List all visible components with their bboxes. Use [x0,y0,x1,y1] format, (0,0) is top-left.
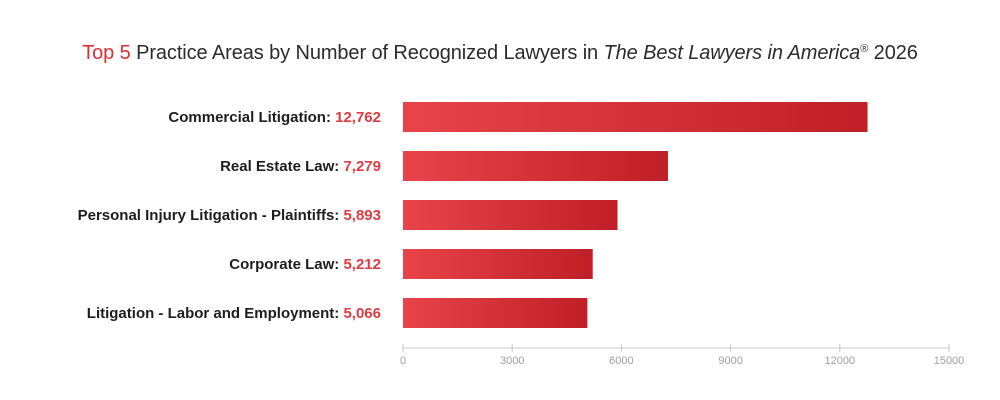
data-label: 12,762 [335,109,381,126]
title-main: Practice Areas by Number of Recognized L… [130,42,604,64]
data-label: 5,212 [343,256,381,273]
x-tick-label-12000: 12000 [825,355,856,367]
bar-commercial-litigation [403,102,868,132]
bar-personal-injury-litigation-plaintiffs [403,200,618,230]
title-accent: Top 5 [82,42,131,64]
data-label: 5,893 [343,207,381,224]
x-axis: 0 3000 6000 9000 12000 15000 [400,344,964,367]
x-tick-label-6000: 6000 [609,355,633,367]
category-label-commercial-litigation: Commercial Litigation: 12,762 [168,109,381,126]
bar-litigation-labor-and-employment [403,298,588,328]
category-label-real-estate-law: Real Estate Law: 7,279 [220,158,381,175]
x-tick-label-9000: 9000 [718,355,742,367]
category-name: Litigation - Labor and Employment: [87,305,344,322]
x-tick-label-15000: 15000 [934,355,965,367]
data-label: 5,066 [343,305,381,322]
data-label: 7,279 [343,158,381,175]
category-name: Personal Injury Litigation - Plaintiffs: [78,207,344,224]
category-label-litigation-labor-and-employment: Litigation - Labor and Employment: 5,066 [87,305,381,322]
bars-layer [403,102,868,328]
category-labels-layer: Commercial Litigation: 12,762 Real Estate… [78,109,381,322]
x-tick-label-0: 0 [400,355,406,367]
category-label-corporate-law: Corporate Law: 5,212 [229,256,381,273]
bar-real-estate-law [403,151,668,181]
x-tick-label-3000: 3000 [500,355,524,367]
title-year: 2026 [868,42,918,64]
category-name: Real Estate Law: [220,158,343,175]
category-name: Corporate Law: [229,256,343,273]
chart-title: Top 5 Practice Areas by Number of Recogn… [0,42,1000,65]
category-label-personal-injury-litigation-plaintiffs: Personal Injury Litigation - Plaintiffs:… [78,207,381,224]
bar-corporate-law [403,249,593,279]
title-registered-mark: ® [860,43,869,55]
category-name: Commercial Litigation: [168,109,335,126]
title-publication: The Best Lawyers in America [603,42,861,64]
